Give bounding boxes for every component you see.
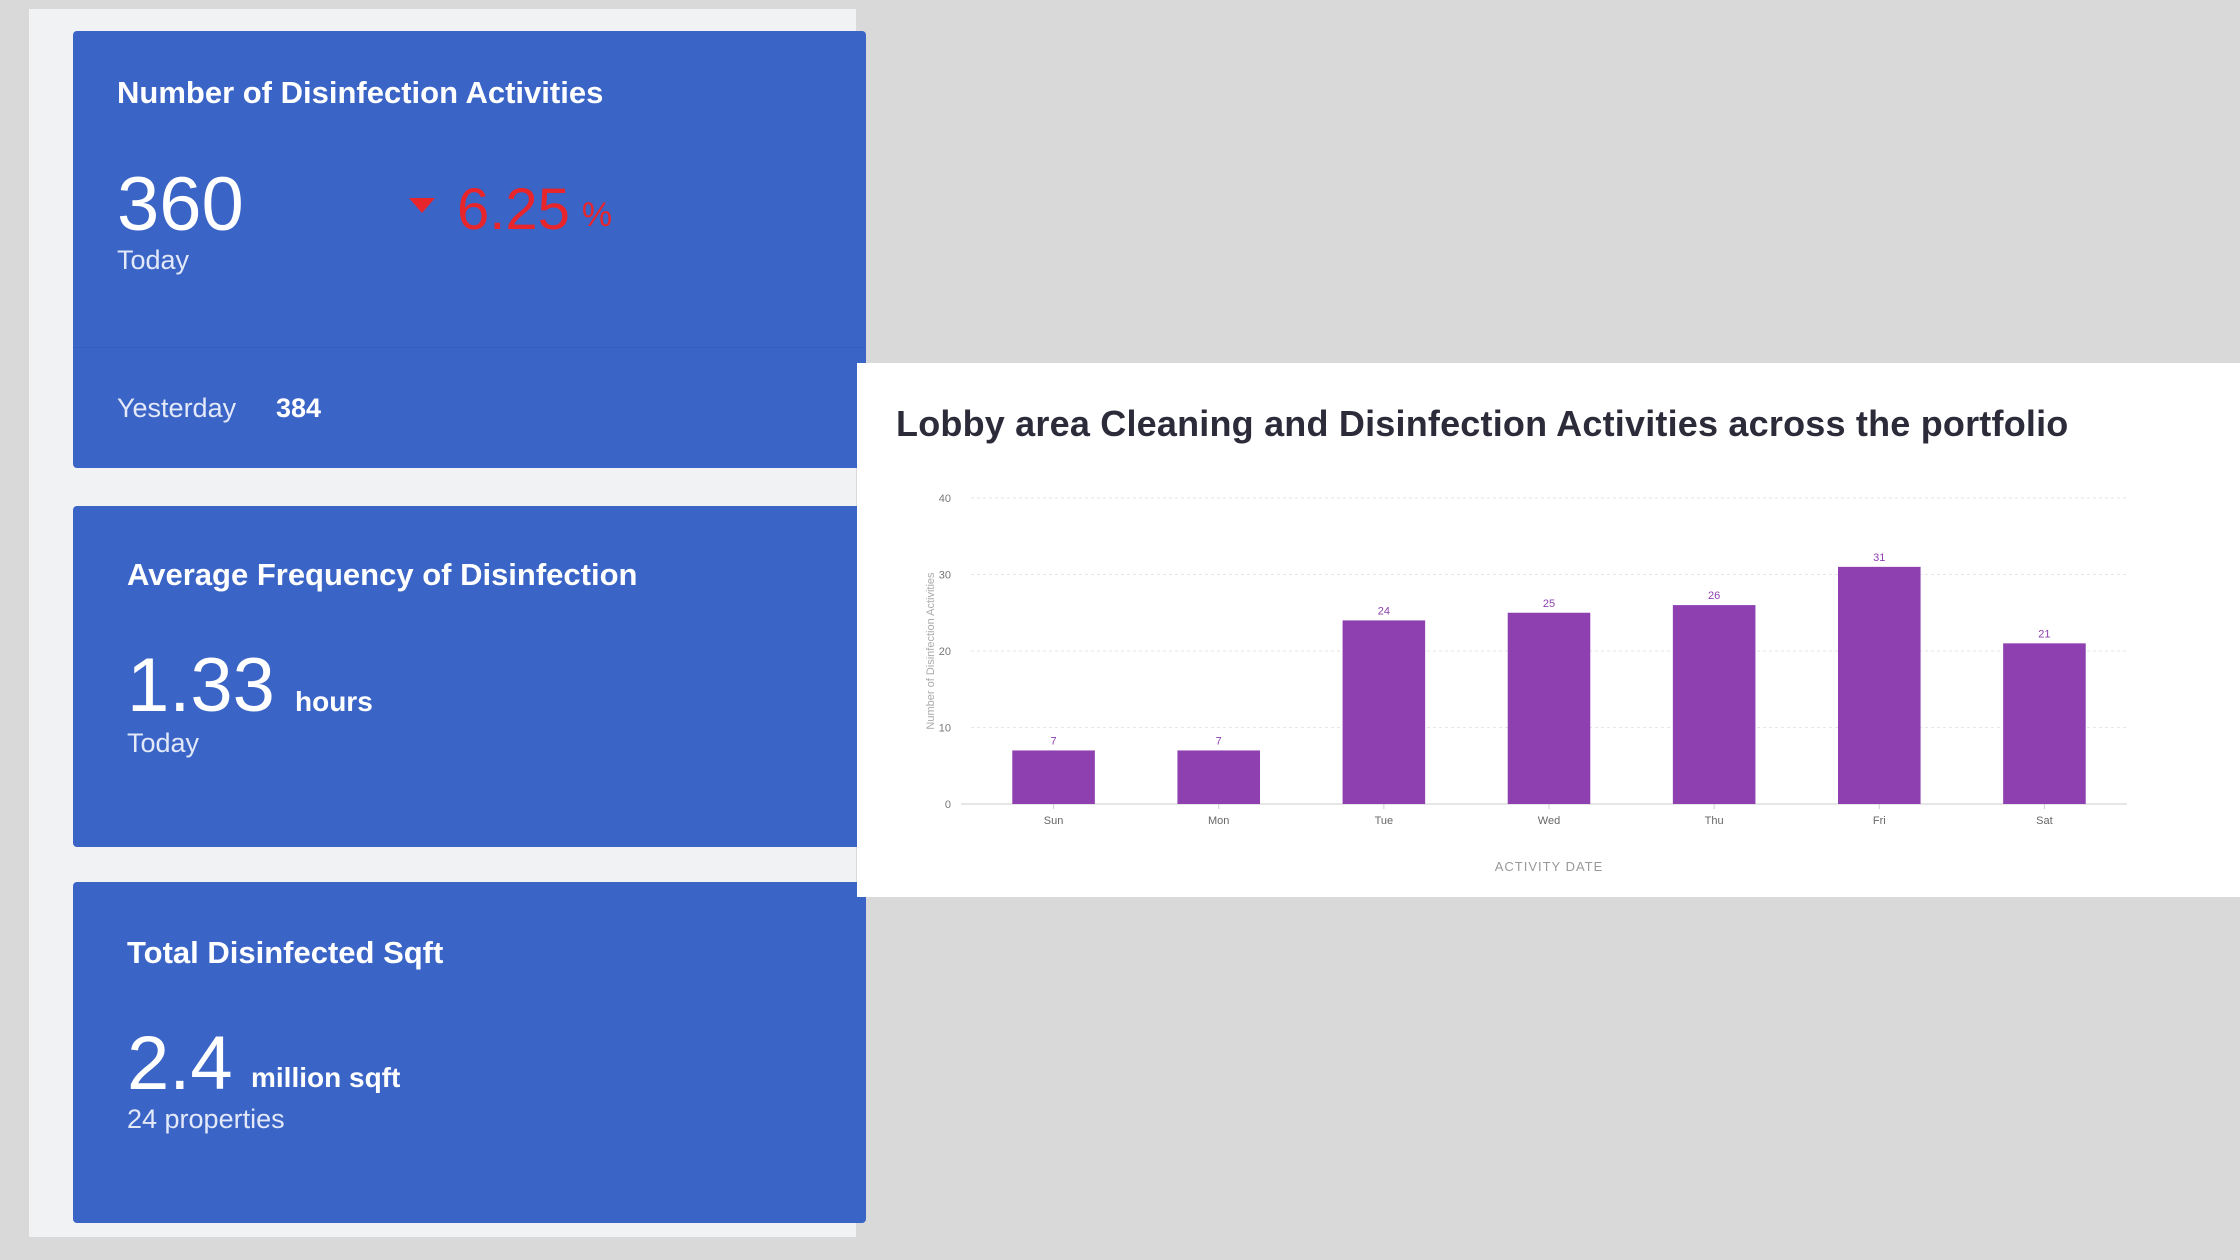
sqft-unit: million sqft — [251, 1062, 401, 1093]
sqft-value: 2.4 — [127, 1021, 233, 1106]
bar — [1177, 750, 1260, 804]
card-title: Total Disinfected Sqft — [127, 935, 444, 970]
divider — [73, 347, 866, 348]
period-label: Today — [117, 245, 190, 275]
disinfected-sqft-card: Total Disinfected Sqft 2.4 million sqft … — [73, 882, 866, 1223]
y-tick-label: 10 — [939, 723, 951, 735]
change-value: 6.25 — [457, 177, 570, 242]
x-tick-label: Sun — [1044, 815, 1064, 827]
chart-title: Lobby area Cleaning and Disinfection Act… — [896, 403, 2069, 444]
chart-panel: Lobby area Cleaning and Disinfection Act… — [857, 363, 2240, 897]
kpi-panel: Number of Disinfection Activities 360 To… — [29, 9, 866, 1237]
data-label: 26 — [1708, 590, 1720, 602]
yesterday-label: Yesterday — [117, 393, 237, 423]
y-tick-label: 30 — [939, 570, 951, 582]
bar — [1342, 620, 1426, 804]
frequency-value: 1.33 — [127, 643, 275, 728]
x-tick-label: Mon — [1208, 815, 1229, 827]
y-tick-label: 20 — [939, 646, 951, 658]
properties-count: 24 properties — [127, 1104, 285, 1134]
bar — [1838, 566, 1921, 804]
y-tick-label: 0 — [945, 799, 951, 811]
x-tick-label: Sat — [2036, 815, 2053, 827]
card-title: Average Frequency of Disinfection — [127, 557, 638, 592]
bar — [1012, 750, 1095, 804]
avg-frequency-card: Average Frequency of Disinfection 1.33 h… — [73, 506, 866, 847]
y-tick-label: 40 — [939, 493, 951, 505]
data-label: 31 — [1873, 552, 1885, 564]
disinfection-activities-card: Number of Disinfection Activities 360 To… — [73, 31, 866, 468]
x-tick-label: Thu — [1705, 815, 1724, 827]
change-indicator: 6.25 % — [409, 181, 612, 239]
caret-down-icon — [409, 198, 435, 213]
data-label: 25 — [1543, 598, 1555, 610]
bar — [1672, 605, 1756, 804]
change-unit: % — [581, 196, 613, 234]
period-label: Today — [127, 728, 200, 758]
activities-count: 360 — [117, 162, 244, 247]
card-title: Number of Disinfection Activities — [117, 75, 604, 110]
bar — [2003, 643, 2086, 804]
x-tick-label: Wed — [1538, 815, 1560, 827]
data-label: 24 — [1378, 605, 1390, 617]
y-axis-title: Number of Disinfection Activities — [925, 572, 937, 730]
data-label: 7 — [1216, 735, 1222, 747]
x-tick-label: Fri — [1873, 815, 1886, 827]
x-tick-label: Tue — [1375, 815, 1394, 827]
data-label: 21 — [2038, 628, 2050, 640]
data-label: 7 — [1051, 735, 1057, 747]
yesterday-value: 384 — [276, 393, 322, 423]
frequency-unit: hours — [295, 686, 373, 717]
bar-chart: 0 10 20 30 40 7 Sun 7 Mon 24 Tue 25 Wed 26 Thu 31 Fri 21 S… — [925, 493, 2127, 874]
x-axis-title: ACTIVITY DATE — [1495, 859, 1604, 874]
bar — [1507, 612, 1591, 804]
